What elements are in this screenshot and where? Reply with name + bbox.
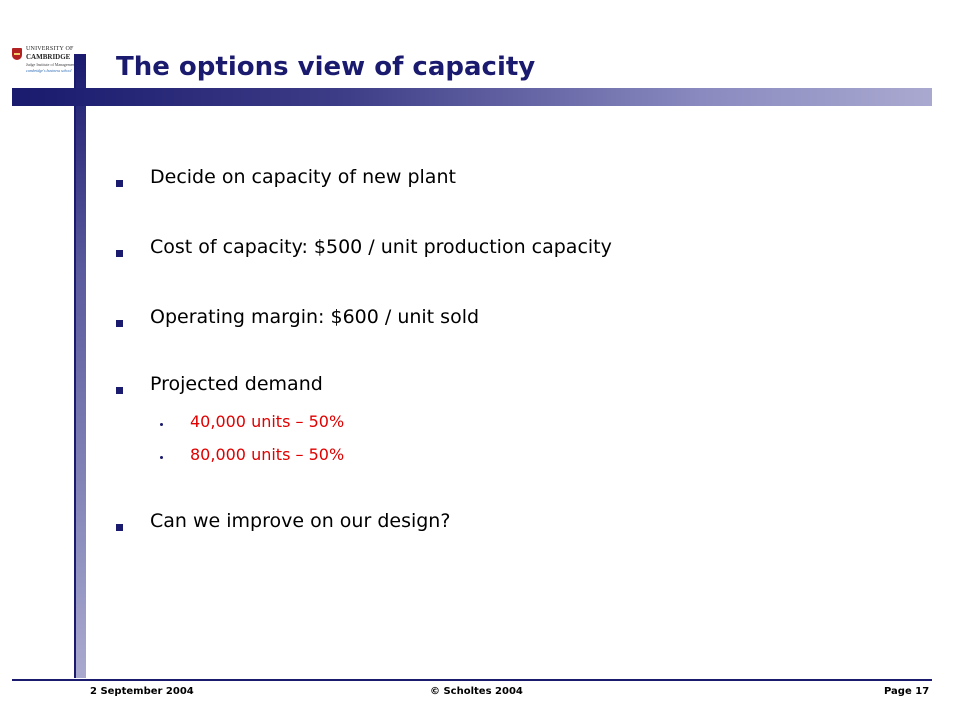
dot-bullet-icon bbox=[160, 456, 163, 459]
logo-line-4: cambridge's business school bbox=[26, 68, 72, 73]
bullet-text: Can we improve on our design? bbox=[150, 510, 451, 532]
square-bullet-icon bbox=[116, 180, 123, 187]
logo-line-2: CAMBRIDGE bbox=[26, 53, 71, 61]
vertical-rule-edge bbox=[74, 54, 76, 678]
bullet-text: Projected demand bbox=[150, 373, 323, 395]
footer-page-number: Page 17 bbox=[884, 686, 930, 697]
bullet-text: Cost of capacity: $500 / unit production… bbox=[150, 236, 612, 258]
crest-icon bbox=[12, 48, 22, 60]
bullet-text: Operating margin: $600 / unit sold bbox=[150, 306, 480, 328]
slide-title: The options view of capacity bbox=[116, 52, 536, 82]
logo-line-3: Judge Institute of Management bbox=[26, 62, 76, 67]
vertical-gradient-bar bbox=[76, 54, 86, 678]
square-bullet-icon bbox=[116, 387, 123, 394]
footer-rule bbox=[12, 679, 932, 681]
sub-bullet-text: 40,000 units – 50% bbox=[190, 412, 345, 431]
square-bullet-icon bbox=[116, 320, 123, 327]
university-logo: UNIVERSITY OF CAMBRIDGE Judge Institute … bbox=[12, 46, 76, 78]
footer-date: 2 September 2004 bbox=[90, 686, 194, 697]
bullet-text: Decide on capacity of new plant bbox=[150, 166, 456, 188]
sub-bullet-text: 80,000 units – 50% bbox=[190, 445, 345, 464]
square-bullet-icon bbox=[116, 524, 123, 531]
footer-copyright: © Scholtes 2004 bbox=[430, 686, 523, 697]
horizontal-gradient-bar bbox=[12, 88, 932, 106]
dot-bullet-icon bbox=[160, 423, 163, 426]
logo-line-1: UNIVERSITY OF bbox=[26, 46, 74, 52]
square-bullet-icon bbox=[116, 250, 123, 257]
